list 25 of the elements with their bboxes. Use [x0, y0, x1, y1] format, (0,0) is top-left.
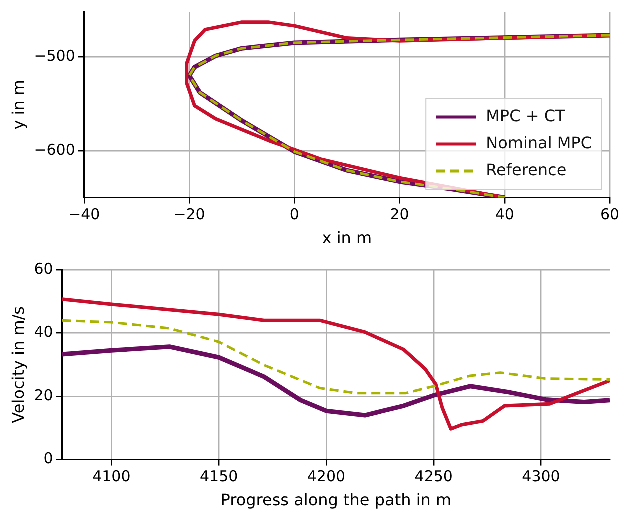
x-tick-label: 4150 [200, 468, 238, 486]
y-tick-label: −500 [34, 46, 76, 65]
x-tick-label: −20 [174, 206, 206, 224]
y-tick-label: 40 [34, 323, 54, 342]
x-axis-title: Progress along the path in m [220, 490, 452, 510]
x-tick-label: 40 [495, 206, 514, 224]
x-axis-title: x in m [322, 228, 372, 248]
legend-label: MPC + CT [486, 106, 566, 126]
y-axis-title: y in m [8, 80, 28, 130]
x-tick-label: 0 [290, 206, 300, 224]
x-tick-label: 20 [390, 206, 410, 224]
y-tick-label: −600 [34, 140, 76, 159]
x-tick-label: 4300 [522, 468, 560, 486]
x-tick-label: −40 [68, 206, 100, 224]
y-tick-label: 60 [34, 260, 54, 278]
x-tick-label: 4200 [307, 468, 346, 486]
x-tick-label: 60 [600, 206, 620, 224]
x-tick-label: 4250 [414, 468, 453, 486]
y-tick-label: 20 [34, 386, 54, 404]
x-tick-label: 4100 [92, 468, 131, 486]
y-axis-title: Velocity in m/s [8, 306, 28, 424]
legend-label: Reference [486, 160, 567, 180]
y-tick-label: 0 [44, 450, 54, 468]
legend-label: Nominal MPC [486, 133, 592, 152]
line-series [62, 319, 610, 395]
